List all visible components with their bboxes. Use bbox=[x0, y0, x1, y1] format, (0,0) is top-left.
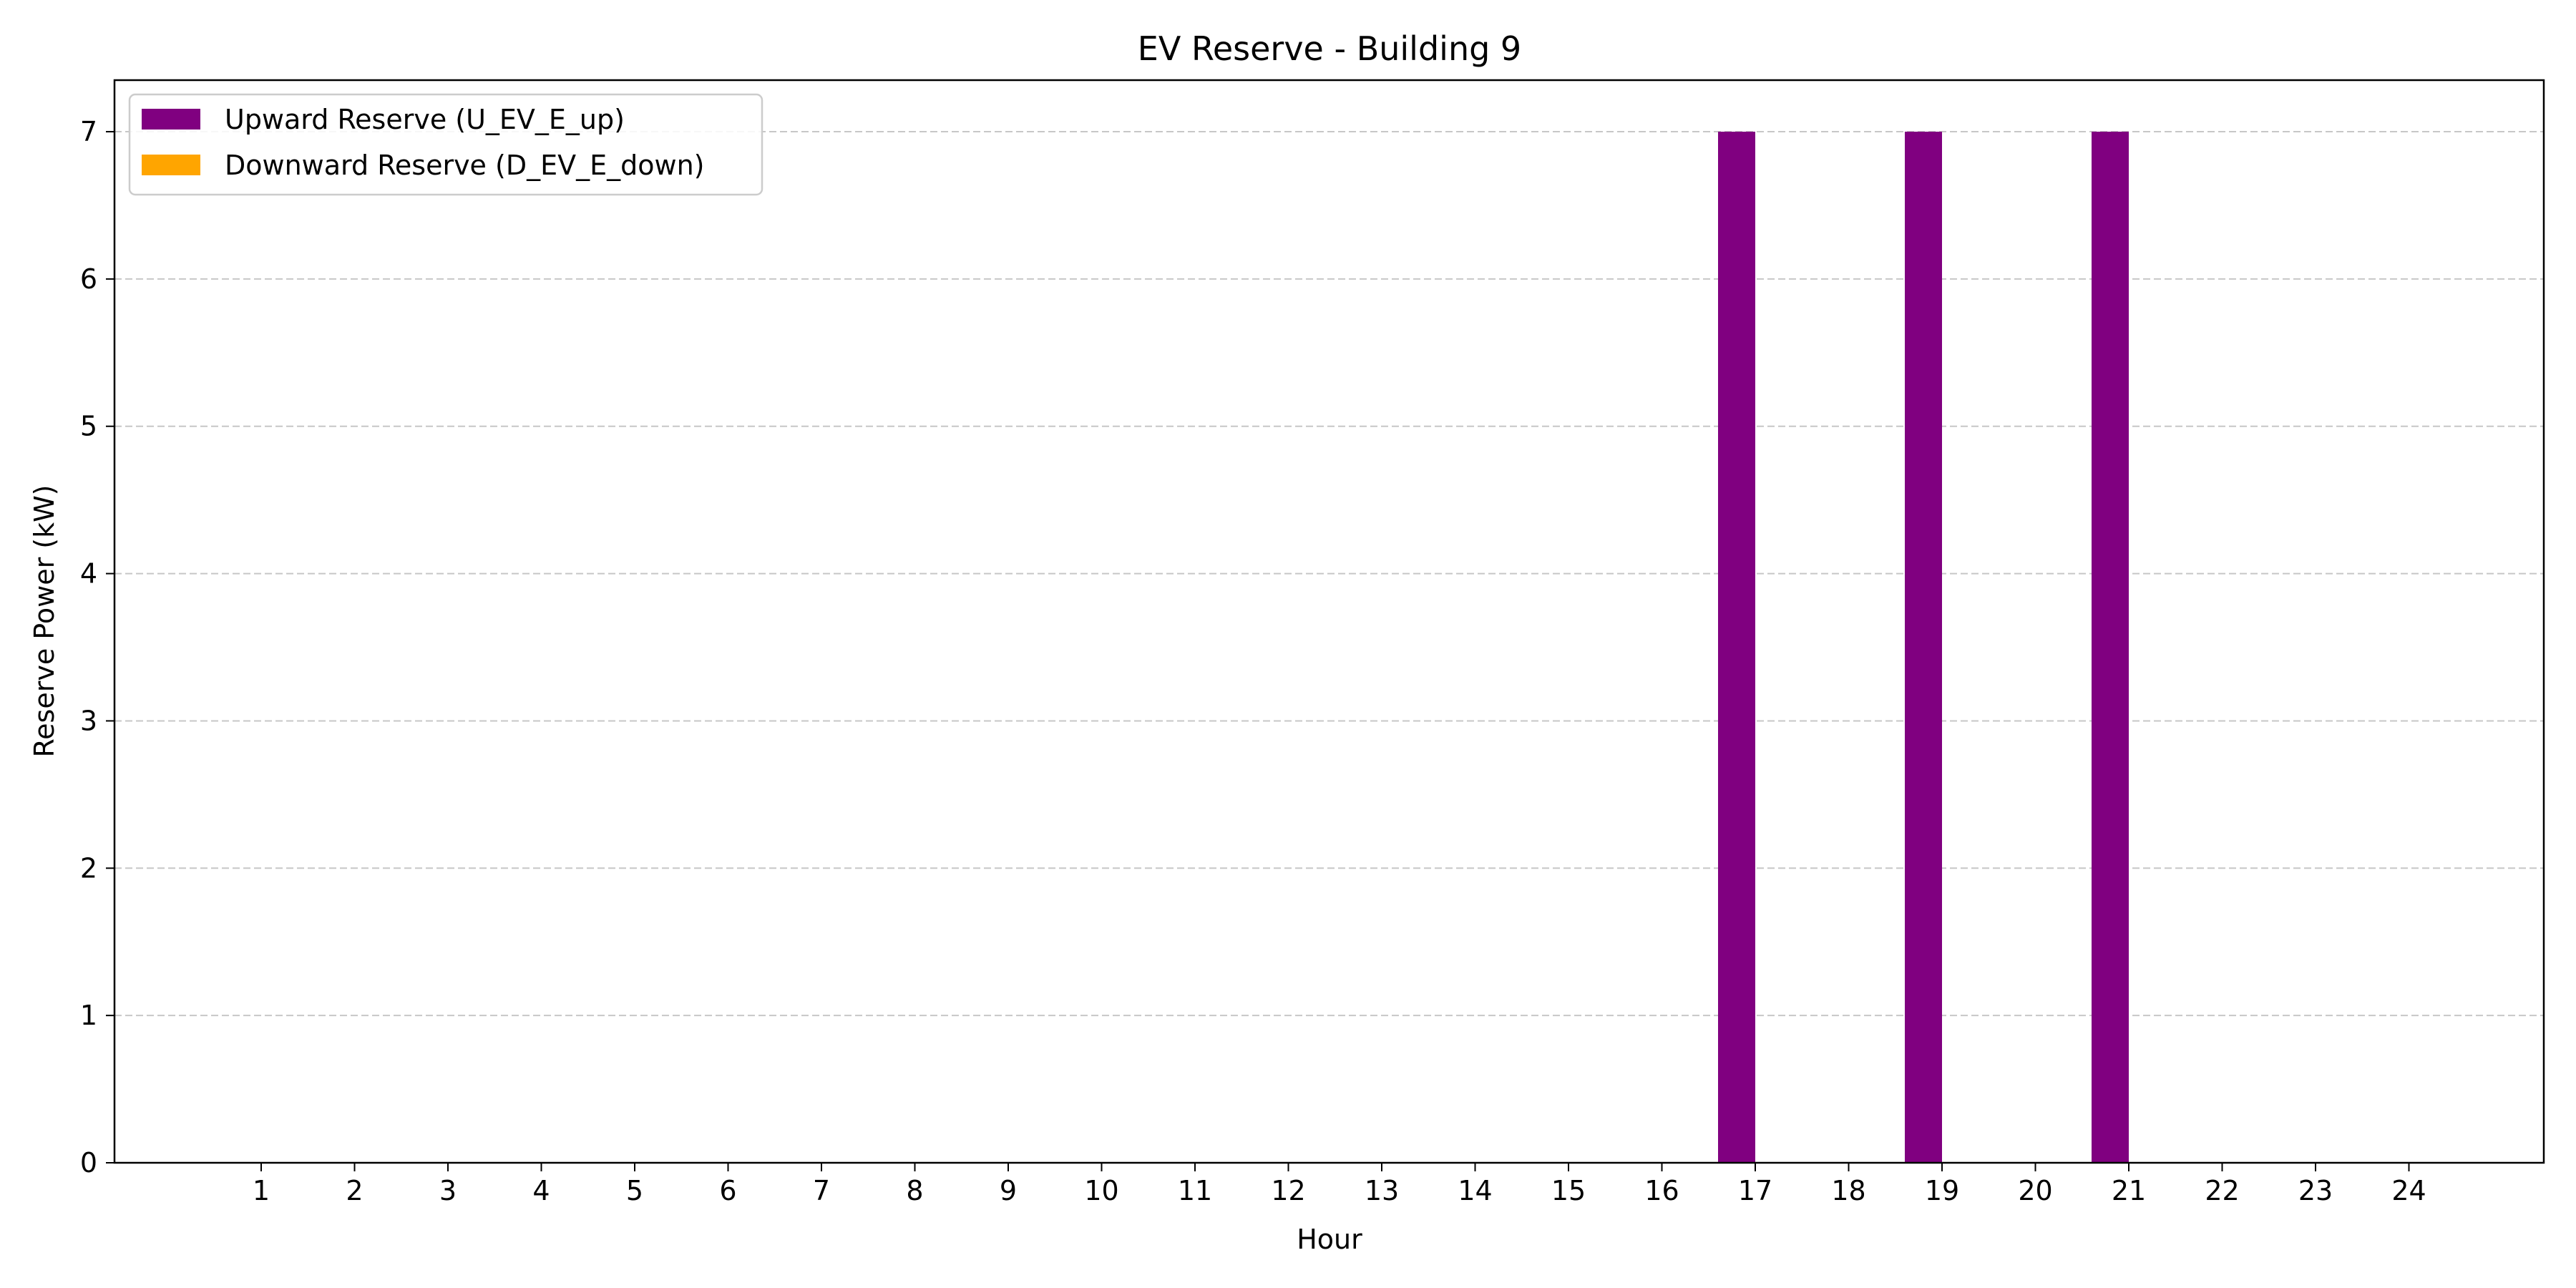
x-tick-label: 18 bbox=[1831, 1175, 1865, 1206]
upward-reserve-bar bbox=[1718, 132, 1755, 1163]
x-tick-label: 11 bbox=[1178, 1175, 1212, 1206]
x-tick-label: 24 bbox=[2391, 1175, 2426, 1206]
x-tick-label: 1 bbox=[253, 1175, 270, 1206]
x-tick-label: 2 bbox=[346, 1175, 363, 1206]
y-tick-label: 3 bbox=[80, 705, 97, 736]
x-axis-label: Hour bbox=[1297, 1224, 1362, 1255]
x-tick-label: 15 bbox=[1551, 1175, 1586, 1206]
chart-title: EV Reserve - Building 9 bbox=[1138, 29, 1521, 68]
x-tick-label: 12 bbox=[1271, 1175, 1305, 1206]
upward-reserve-bar bbox=[2092, 132, 2129, 1163]
bars bbox=[1718, 132, 2129, 1163]
legend-label-upward: Upward Reserve (U_EV_E_up) bbox=[225, 104, 625, 135]
legend: Upward Reserve (U_EV_E_up) Downward Rese… bbox=[128, 93, 763, 196]
legend-label-downward: Downward Reserve (D_EV_E_down) bbox=[225, 150, 704, 181]
y-axis-label: Reserve Power (kW) bbox=[29, 484, 60, 757]
upward-reserve-bar bbox=[1905, 132, 1942, 1163]
x-tick-label: 17 bbox=[1738, 1175, 1772, 1206]
y-tick-label: 2 bbox=[80, 852, 97, 884]
x-tick-label: 3 bbox=[439, 1175, 457, 1206]
x-tick-label: 6 bbox=[719, 1175, 736, 1206]
x-tick-label: 19 bbox=[1925, 1175, 1959, 1206]
y-tick-label: 7 bbox=[80, 116, 97, 147]
y-axis-ticks: 0 1 2 3 4 5 6 7 bbox=[80, 116, 114, 1179]
legend-swatch-upward bbox=[142, 109, 200, 130]
y-tick-label: 0 bbox=[80, 1147, 97, 1179]
x-tick-label: 14 bbox=[1458, 1175, 1492, 1206]
x-axis-ticks: 1 2 3 4 5 6 7 8 9 10 11 12 13 14 15 16 17 18 19 20 21 22 23 24 bbox=[253, 1163, 2426, 1206]
x-tick-label: 21 bbox=[2112, 1175, 2146, 1206]
y-tick-label: 6 bbox=[80, 263, 97, 295]
x-tick-label: 7 bbox=[813, 1175, 830, 1206]
x-tick-label: 9 bbox=[1000, 1175, 1017, 1206]
y-tick-label: 1 bbox=[80, 1000, 97, 1031]
x-tick-label: 20 bbox=[2018, 1175, 2052, 1206]
x-tick-label: 13 bbox=[1365, 1175, 1399, 1206]
legend-box bbox=[128, 93, 763, 196]
x-tick-label: 10 bbox=[1084, 1175, 1118, 1206]
x-tick-label: 5 bbox=[626, 1175, 643, 1206]
x-tick-label: 4 bbox=[532, 1175, 550, 1206]
x-tick-label: 22 bbox=[2205, 1175, 2239, 1206]
plot-area-frame bbox=[113, 79, 2545, 1164]
y-tick-label: 4 bbox=[80, 558, 97, 590]
x-tick-label: 8 bbox=[906, 1175, 923, 1206]
x-tick-label: 16 bbox=[1644, 1175, 1679, 1206]
x-tick-label: 23 bbox=[2298, 1175, 2333, 1206]
y-tick-label: 5 bbox=[80, 411, 97, 442]
gridlines bbox=[114, 131, 2544, 1017]
legend-swatch-downward bbox=[142, 155, 200, 175]
